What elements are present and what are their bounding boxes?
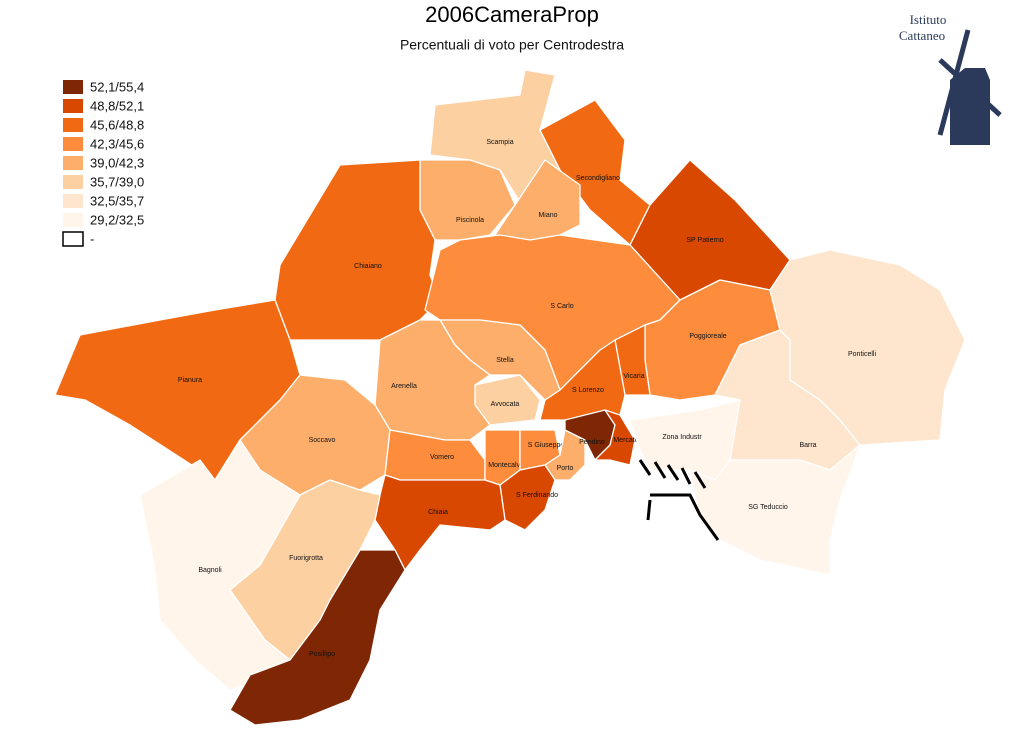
logo-text: Istituto bbox=[910, 12, 947, 27]
title: 2006CameraProp bbox=[425, 2, 599, 27]
region: S Ferdinando bbox=[499, 464, 558, 531]
region: Bagnoli bbox=[139, 439, 301, 691]
legend-label: 45,6/48,8 bbox=[90, 117, 144, 132]
logo-text: Cattaneo bbox=[899, 28, 945, 43]
region-shape bbox=[544, 429, 586, 481]
logo-sails bbox=[937, 29, 1002, 136]
region-label: Ponticelli bbox=[848, 351, 876, 358]
legend-swatch bbox=[63, 175, 83, 189]
region-label: Miano bbox=[538, 212, 557, 219]
legend-swatch bbox=[62, 231, 84, 247]
region-label: Piscinola bbox=[456, 217, 484, 224]
legend-swatch bbox=[63, 194, 83, 208]
region-label: Soccavo bbox=[309, 437, 336, 444]
legend-swatch bbox=[63, 137, 83, 151]
region-label: Chiaia bbox=[428, 509, 448, 516]
logo-mill bbox=[950, 68, 990, 145]
legend-swatch bbox=[63, 118, 83, 132]
region-shape bbox=[229, 549, 406, 726]
region-label: Scampia bbox=[486, 139, 513, 146]
region-label: S Ferdinando bbox=[516, 492, 558, 499]
legend-swatch bbox=[63, 213, 83, 227]
region-label: Fuorigrotta bbox=[289, 555, 323, 562]
region-label: Avvocata bbox=[491, 401, 520, 408]
region-label: SP Patierno bbox=[686, 237, 723, 244]
region-shape bbox=[689, 444, 861, 576]
region-shape bbox=[594, 409, 636, 466]
region-label: Bagnoli bbox=[198, 567, 222, 574]
region-shape bbox=[769, 249, 966, 446]
region: Posillipo bbox=[229, 549, 406, 726]
region-label: Montecalvario bbox=[488, 462, 532, 469]
legend-label: 32,5/35,7 bbox=[90, 193, 144, 208]
region-shape bbox=[499, 464, 556, 531]
region-label: S Giuseppe bbox=[528, 442, 565, 449]
region-label: Secondigliano bbox=[576, 175, 620, 182]
region: Chiaiano bbox=[274, 159, 441, 341]
region-label: S Carlo bbox=[550, 303, 573, 310]
legend-swatch bbox=[63, 80, 83, 94]
legend-label: 29,2/32,5 bbox=[90, 212, 144, 227]
region: Porto bbox=[544, 429, 586, 481]
legend-label: 39,0/42,3 bbox=[90, 155, 144, 170]
region-label: Chiaiano bbox=[354, 263, 382, 270]
subtitle: Percentuali di voto per Centrodestra bbox=[400, 37, 624, 53]
region-label: Vomero bbox=[430, 454, 454, 461]
region-label: Mercato bbox=[613, 437, 638, 444]
region-shape bbox=[274, 159, 441, 341]
region-label: Pianura bbox=[178, 377, 202, 384]
legend-label: 35,7/39,0 bbox=[90, 174, 144, 189]
region-label: Arenella bbox=[391, 383, 417, 390]
legend-label: 48,8/52,1 bbox=[90, 98, 144, 113]
legend-label: - bbox=[90, 231, 94, 246]
region: Mercato bbox=[594, 409, 639, 466]
logo: Istituto Cattaneo bbox=[899, 12, 1002, 145]
region: SG Teduccio bbox=[689, 444, 861, 576]
regions: Scampia Secondigliano SP Patierno Piscin… bbox=[54, 69, 966, 726]
region: Ponticelli bbox=[769, 249, 966, 446]
region-label: Zona Industr bbox=[662, 434, 702, 441]
legend-swatch bbox=[63, 156, 83, 170]
region-label: Porto bbox=[557, 465, 574, 472]
region-label: Poggioreale bbox=[689, 333, 726, 340]
region-label: S Lorenzo bbox=[572, 387, 604, 394]
region-label: Stella bbox=[496, 357, 514, 364]
region-label: SG Teduccio bbox=[748, 504, 788, 511]
harbour bbox=[638, 459, 720, 541]
legend-label: 42,3/45,6 bbox=[90, 136, 144, 151]
legend-swatch bbox=[63, 99, 83, 113]
region-shape bbox=[139, 439, 301, 691]
region-label: Posillipo bbox=[309, 651, 335, 658]
region-label: Pendino bbox=[579, 439, 605, 446]
region-label: Barra bbox=[799, 442, 816, 449]
region-label: Vicaria bbox=[623, 373, 644, 380]
legend-label: 52,1/55,4 bbox=[90, 79, 144, 94]
legend: 52,1/55,4 48,8/52,1 45,6/48,8 42,3/45,6 39,0… bbox=[62, 79, 144, 247]
